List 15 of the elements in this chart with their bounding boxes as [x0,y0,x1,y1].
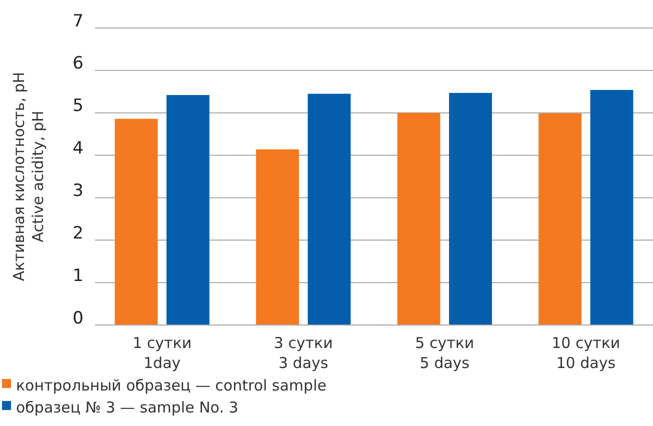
y-tick-label: 6 [72,54,84,74]
y-tick-label: 3 [72,181,84,202]
x-tick-label: 5 сутки 5 days [415,334,474,372]
y-tick-label: 4 [72,138,84,159]
legend-label: контрольный образец — control sample [16,376,326,394]
x-tick-label: 1 сутки 1day [132,334,192,372]
y-tick-label: 0 [72,308,84,328]
y-tick-label: 2 [72,223,84,244]
legend-label: образец № 3 — sample No. 3 [16,398,238,416]
y-axis-title: Активная кислотность, pH Active acidity, pH [10,72,47,282]
x-tick-label: 10 сутки 10 days [552,334,620,372]
x-tick-label: 3 сутки 3 days [274,334,333,372]
y-tick-label: 1 [72,266,84,286]
y-tick-label: 5 [72,96,84,116]
y-tick-label: 7 [72,11,84,32]
